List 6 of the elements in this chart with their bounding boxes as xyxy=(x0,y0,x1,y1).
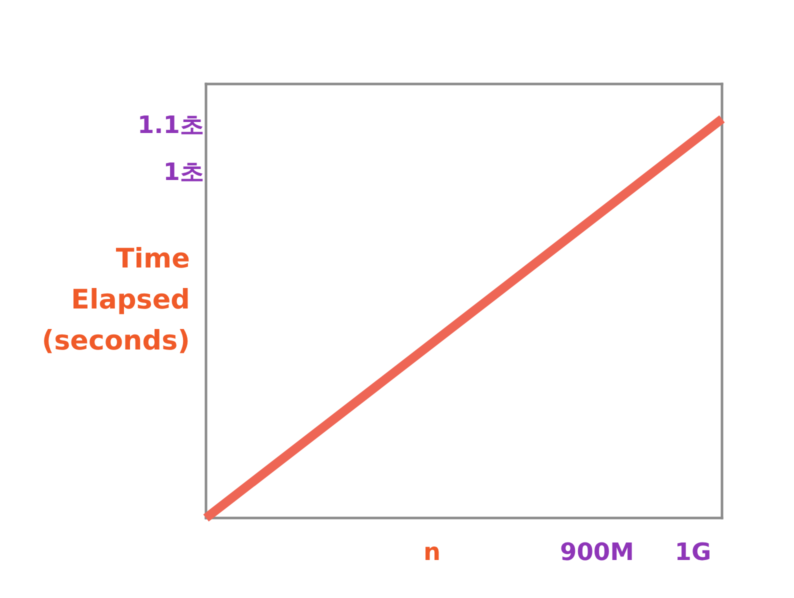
annotation: 1초 xyxy=(163,158,204,186)
text: 900M xyxy=(560,538,634,566)
y-axis-title: Time Elapsed (seconds) xyxy=(42,244,190,356)
annotation: 1.1초 xyxy=(137,111,204,139)
x-axis-title: n xyxy=(423,538,441,566)
text: 1G xyxy=(674,538,712,566)
